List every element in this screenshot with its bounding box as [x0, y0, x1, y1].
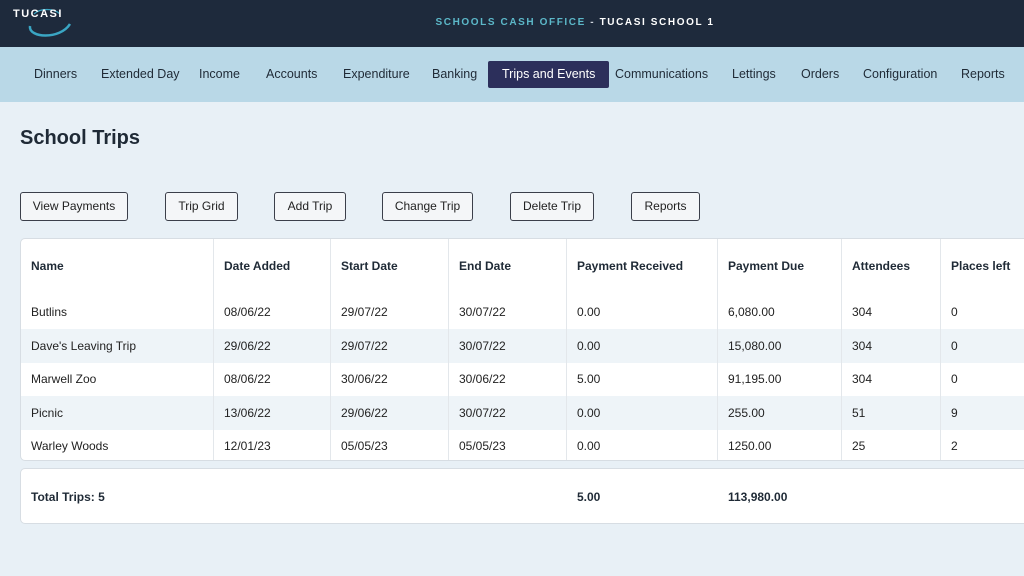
total-trips-label: Total Trips: 5	[31, 490, 105, 504]
cell-name: Butlins	[31, 305, 68, 319]
header-start-date[interactable]: Start Date	[341, 259, 398, 273]
header-attendees[interactable]: Attendees	[852, 259, 911, 273]
column-divider	[566, 239, 567, 460]
cell-name: Dave's Leaving Trip	[31, 339, 137, 353]
table-row[interactable]	[21, 295, 1024, 329]
total-payment-due: 113,980.00	[728, 490, 788, 504]
table-row[interactable]	[21, 329, 1024, 363]
column-divider	[213, 239, 214, 460]
cell-places-left: 2	[951, 439, 958, 453]
app-title: SCHOOLS CASH OFFICE - TUCASI SCHOOL 1	[435, 17, 715, 28]
cell-start-date: 29/07/22	[341, 339, 388, 353]
add-trip-button[interactable]: Add Trip	[274, 192, 346, 221]
cell-payment-received: 0.00	[577, 406, 601, 420]
cell-places-left: 0	[951, 372, 958, 386]
nav-accounts[interactable]: Accounts	[266, 67, 318, 81]
nav-trips-and-events[interactable]: Trips and Events	[488, 61, 610, 88]
cell-start-date: 29/07/22	[341, 305, 388, 319]
header-end-date[interactable]: End Date	[459, 259, 512, 273]
totals-row: Total Trips: 5 5.00 113,980.00	[20, 468, 1024, 524]
cell-places-left: 0	[951, 339, 958, 353]
nav-communications[interactable]: Communications	[615, 67, 709, 81]
cell-payment-due: 91,195.00	[728, 372, 782, 386]
cell-date-added: 29/06/22	[224, 339, 271, 353]
nav-banking[interactable]: Banking	[432, 67, 478, 81]
column-divider	[940, 239, 941, 460]
cell-places-left: 0	[951, 305, 958, 319]
top-bar: TUCASI SCHOOLS CASH OFFICE - TUCASI SCHO…	[0, 0, 1024, 47]
cell-payment-due: 6,080.00	[728, 305, 775, 319]
cell-date-added: 13/06/22	[224, 406, 271, 420]
nav-extended-day[interactable]: Extended Day	[101, 67, 180, 81]
cell-end-date: 30/07/22	[459, 339, 506, 353]
page-title: School Trips	[20, 127, 141, 149]
cell-payment-received: 0.00	[577, 439, 601, 453]
header-name[interactable]: Name	[31, 259, 64, 273]
cell-attendees: 25	[852, 439, 866, 453]
nav-income[interactable]: Income	[199, 67, 240, 81]
column-divider	[448, 239, 449, 460]
cell-end-date: 05/05/23	[459, 439, 506, 453]
cell-attendees: 304	[852, 305, 873, 319]
nav-expenditure[interactable]: Expenditure	[343, 67, 410, 81]
column-divider	[330, 239, 331, 460]
cell-date-added: 08/06/22	[224, 372, 271, 386]
reports-button[interactable]: Reports	[631, 192, 700, 221]
cell-end-date: 30/07/22	[459, 406, 506, 420]
nav-dinners[interactable]: Dinners	[34, 67, 78, 81]
total-payment-received: 5.00	[577, 490, 601, 504]
cell-date-added: 08/06/22	[224, 305, 271, 319]
nav-reports[interactable]: Reports	[961, 67, 1005, 81]
cell-start-date: 29/06/22	[341, 406, 388, 420]
cell-name: Warley Woods	[31, 439, 109, 453]
cell-end-date: 30/06/22	[459, 372, 506, 386]
cell-attendees: 304	[852, 372, 873, 386]
header-payment-due[interactable]: Payment Due	[728, 259, 805, 273]
table-row[interactable]	[21, 362, 1024, 396]
cell-start-date: 05/05/23	[341, 439, 388, 453]
header-payment-received[interactable]: Payment Received	[577, 259, 684, 273]
cell-start-date: 30/06/22	[341, 372, 388, 386]
table-row[interactable]	[21, 396, 1024, 430]
cell-attendees: 51	[852, 406, 866, 420]
change-trip-button[interactable]: Change Trip	[382, 192, 473, 221]
cell-payment-due: 15,080.00	[728, 339, 782, 353]
cell-payment-received: 0.00	[577, 339, 601, 353]
logo-text: TUCASI	[13, 8, 63, 20]
main-nav: Dinners Extended Day Income Accounts Exp…	[0, 47, 1024, 102]
cell-attendees: 304	[852, 339, 873, 353]
cell-payment-due: 1250.00	[728, 439, 772, 453]
tucasi-logo-icon[interactable]	[24, 8, 84, 38]
header-places-left[interactable]: Places left	[951, 259, 1011, 273]
nav-orders[interactable]: Orders	[801, 67, 840, 81]
column-divider	[717, 239, 718, 460]
cell-payment-due: 255.00	[728, 406, 765, 420]
cell-payment-received: 0.00	[577, 305, 601, 319]
cell-name: Picnic	[31, 406, 64, 420]
cell-name: Marwell Zoo	[31, 372, 97, 386]
trip-grid-button[interactable]: Trip Grid	[165, 192, 238, 221]
nav-lettings[interactable]: Lettings	[732, 67, 776, 81]
cell-end-date: 30/07/22	[459, 305, 506, 319]
cell-date-added: 12/01/23	[224, 439, 271, 453]
nav-configuration[interactable]: Configuration	[863, 67, 938, 81]
column-divider	[841, 239, 842, 460]
table-row[interactable]	[21, 429, 1024, 460]
delete-trip-button[interactable]: Delete Trip	[510, 192, 594, 221]
cell-places-left: 9	[951, 406, 958, 420]
trips-table: Name Date Added Start Date End Date Paym…	[20, 238, 1024, 461]
header-date-added[interactable]: Date Added	[224, 259, 291, 273]
view-payments-button[interactable]: View Payments	[20, 192, 128, 221]
cell-payment-received: 5.00	[577, 372, 601, 386]
